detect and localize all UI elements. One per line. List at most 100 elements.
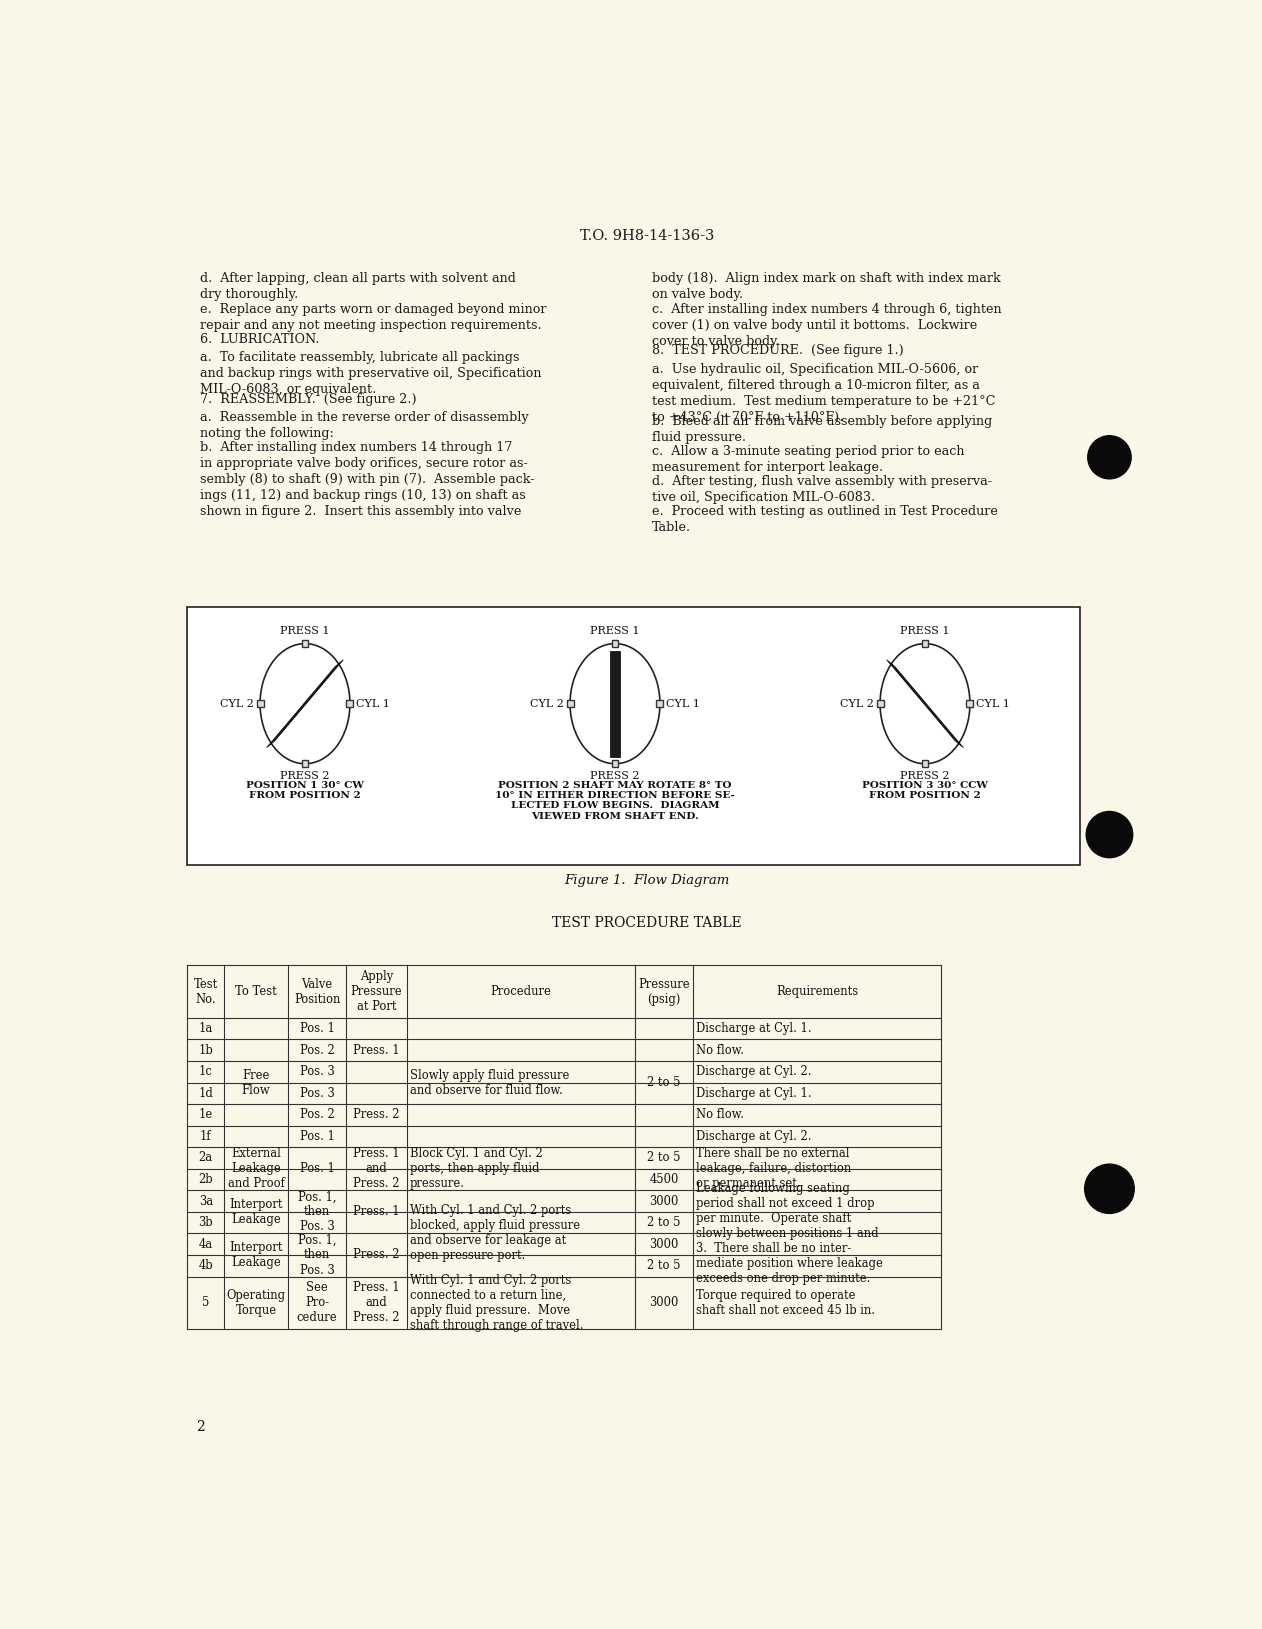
Text: Press. 1
and
Press. 2: Press. 1 and Press. 2: [353, 1147, 400, 1191]
Polygon shape: [266, 660, 343, 748]
Text: a.  To facilitate reassembly, lubricate all packings
and backup rings with prese: a. To facilitate reassembly, lubricate a…: [201, 352, 541, 396]
Bar: [921, 640, 929, 647]
Text: Press. 1: Press. 1: [353, 1044, 400, 1057]
Text: Block Cyl. 1 and Cyl. 2
ports, then apply fluid
pressure.: Block Cyl. 1 and Cyl. 2 ports, then appl…: [410, 1147, 543, 1191]
Text: Interport
Leakage: Interport Leakage: [230, 1241, 283, 1269]
Bar: [302, 640, 308, 647]
Text: CYL 1: CYL 1: [356, 699, 390, 709]
Text: PRESS 1: PRESS 1: [900, 626, 950, 637]
Text: 3000: 3000: [650, 1238, 679, 1251]
Text: CYL 2: CYL 2: [530, 699, 564, 709]
Text: a.  Reassemble in the reverse order of disassembly
noting the following:: a. Reassemble in the reverse order of di…: [201, 412, 529, 440]
Text: Pressure
(psig): Pressure (psig): [639, 977, 690, 1005]
Text: Pos. 2: Pos. 2: [299, 1108, 334, 1121]
Bar: [921, 761, 929, 767]
Text: PRESS 1: PRESS 1: [280, 626, 329, 637]
Text: Press. 2: Press. 2: [353, 1248, 400, 1261]
Text: With Cyl. 1 and Cyl. 2 ports
blocked, apply fluid pressure
and observe for leaka: With Cyl. 1 and Cyl. 2 ports blocked, ap…: [410, 1204, 579, 1262]
Text: No flow.: No flow.: [697, 1044, 745, 1057]
Text: 2: 2: [197, 1420, 206, 1435]
Text: Leakage following seating
period shall not exceed 1 drop
per minute.  Operate sh: Leakage following seating period shall n…: [697, 1183, 883, 1285]
Text: d.  After testing, flush valve assembly with preserva-
tive oil, Specification M: d. After testing, flush valve assembly w…: [652, 476, 992, 503]
Text: 6.  LUBRICATION.: 6. LUBRICATION.: [201, 332, 319, 345]
Text: Slowly apply fluid pressure
and observe for fluid flow.: Slowly apply fluid pressure and observe …: [410, 1069, 569, 1096]
Text: 5: 5: [202, 1297, 209, 1310]
Text: 1d: 1d: [198, 1087, 213, 1100]
Text: POSITION 3 30° CCW
FROM POSITION 2: POSITION 3 30° CCW FROM POSITION 2: [862, 780, 988, 800]
Text: CYL 2: CYL 2: [840, 699, 873, 709]
Text: CYL 1: CYL 1: [977, 699, 1010, 709]
Text: 4500: 4500: [650, 1173, 679, 1186]
Text: Operating
Torque: Operating Torque: [227, 1289, 285, 1316]
Text: Discharge at Cyl. 2.: Discharge at Cyl. 2.: [697, 1065, 811, 1078]
Text: 4a: 4a: [198, 1238, 213, 1251]
Text: Pos. 3: Pos. 3: [299, 1087, 334, 1100]
Text: Pos. 2: Pos. 2: [299, 1044, 334, 1057]
Text: 1a: 1a: [198, 1021, 213, 1034]
Text: c.  After installing index numbers 4 through 6, tighten
cover (1) on valve body : c. After installing index numbers 4 thro…: [652, 303, 1002, 347]
Text: Torque required to operate
shaft shall not exceed 45 lb in.: Torque required to operate shaft shall n…: [697, 1289, 876, 1316]
Text: Pos. 1,
then
Pos. 3: Pos. 1, then Pos. 3: [298, 1233, 336, 1277]
Text: 1e: 1e: [198, 1108, 213, 1121]
Text: Pos. 1,
then
Pos. 3: Pos. 1, then Pos. 3: [298, 1191, 336, 1233]
Text: There shall be no external
leakage, failure, distortion
or permanent set.: There shall be no external leakage, fail…: [697, 1147, 852, 1191]
Polygon shape: [887, 660, 963, 748]
Text: CYL 2: CYL 2: [220, 699, 254, 709]
Text: PRESS 2: PRESS 2: [280, 771, 329, 780]
Ellipse shape: [260, 643, 350, 764]
Text: See
Pro-
cedure: See Pro- cedure: [297, 1282, 337, 1324]
Text: To Test: To Test: [235, 986, 278, 999]
Text: PRESS 1: PRESS 1: [591, 626, 640, 637]
Text: Pos. 3: Pos. 3: [299, 1065, 334, 1078]
Text: Press. 1
and
Press. 2: Press. 1 and Press. 2: [353, 1282, 400, 1324]
Ellipse shape: [570, 643, 660, 764]
Text: External
Leakage
and Proof: External Leakage and Proof: [227, 1147, 285, 1191]
Text: 1f: 1f: [199, 1131, 212, 1144]
Text: body (18).  Align index mark on shaft with index mark
on valve body.: body (18). Align index mark on shaft wit…: [652, 272, 1001, 301]
Text: e.  Replace any parts worn or damaged beyond minor
repair and any not meeting in: e. Replace any parts worn or damaged bey…: [201, 303, 546, 332]
Bar: [967, 700, 973, 707]
Text: e.  Proceed with testing as outlined in Test Procedure
Table.: e. Proceed with testing as outlined in T…: [652, 505, 998, 534]
Text: Interport
Leakage: Interport Leakage: [230, 1197, 283, 1227]
Text: Valve
Position: Valve Position: [294, 977, 341, 1005]
Text: Procedure: Procedure: [491, 986, 551, 999]
Text: POSITION 1 30° CW
FROM POSITION 2: POSITION 1 30° CW FROM POSITION 2: [246, 780, 363, 800]
Text: 3a: 3a: [198, 1194, 213, 1207]
Text: Pos. 1: Pos. 1: [299, 1161, 334, 1175]
Text: 2 to 5: 2 to 5: [647, 1152, 681, 1165]
Circle shape: [1084, 1165, 1135, 1214]
Text: b.  After installing index numbers 14 through 17
in appropriate valve body orifi: b. After installing index numbers 14 thr…: [201, 441, 535, 518]
Text: 2 to 5: 2 to 5: [647, 1217, 681, 1230]
Text: Free
Flow: Free Flow: [242, 1069, 270, 1096]
Text: Figure 1.  Flow Diagram: Figure 1. Flow Diagram: [564, 875, 729, 888]
Text: Discharge at Cyl. 1.: Discharge at Cyl. 1.: [697, 1021, 811, 1034]
Ellipse shape: [880, 643, 970, 764]
Bar: [567, 700, 573, 707]
Bar: [612, 640, 618, 647]
Text: 2a: 2a: [198, 1152, 213, 1165]
Text: c.  Allow a 3-minute seating period prior to each
measurement for interport leak: c. Allow a 3-minute seating period prior…: [652, 445, 964, 474]
Bar: [302, 761, 308, 767]
Text: No flow.: No flow.: [697, 1108, 745, 1121]
Polygon shape: [610, 652, 621, 756]
Text: 8.  TEST PROCEDURE.  (See figure 1.): 8. TEST PROCEDURE. (See figure 1.): [652, 344, 904, 357]
Text: 3000: 3000: [650, 1194, 679, 1207]
Text: PRESS 2: PRESS 2: [900, 771, 950, 780]
Text: 7.  REASSEMBLY.  (See figure 2.): 7. REASSEMBLY. (See figure 2.): [201, 393, 416, 406]
Text: 2b: 2b: [198, 1173, 213, 1186]
Bar: [347, 700, 353, 707]
Text: 1c: 1c: [199, 1065, 213, 1078]
Text: a.  Use hydraulic oil, Specification MIL-O-5606, or
equivalent, filtered through: a. Use hydraulic oil, Specification MIL-…: [652, 363, 996, 424]
Text: POSITION 2 SHAFT MAY ROTATE 8° TO
10° IN EITHER DIRECTION BEFORE SE-
LECTED FLOW: POSITION 2 SHAFT MAY ROTATE 8° TO 10° IN…: [495, 780, 734, 821]
Text: PRESS 2: PRESS 2: [591, 771, 640, 780]
Text: b.  Bleed all air from valve assembly before applying
fluid pressure.: b. Bleed all air from valve assembly bef…: [652, 415, 992, 445]
Text: Press. 1: Press. 1: [353, 1205, 400, 1218]
Text: T.O. 9H8-14-136-3: T.O. 9H8-14-136-3: [579, 228, 714, 243]
Text: With Cyl. 1 and Cyl. 2 ports
connected to a return line,
apply fluid pressure.  : With Cyl. 1 and Cyl. 2 ports connected t…: [410, 1274, 583, 1333]
Text: Press. 2: Press. 2: [353, 1108, 400, 1121]
Circle shape: [1087, 811, 1133, 858]
Bar: [877, 700, 883, 707]
Text: Pos. 1: Pos. 1: [299, 1021, 334, 1034]
Text: 2 to 5: 2 to 5: [647, 1077, 681, 1090]
Bar: [656, 700, 664, 707]
